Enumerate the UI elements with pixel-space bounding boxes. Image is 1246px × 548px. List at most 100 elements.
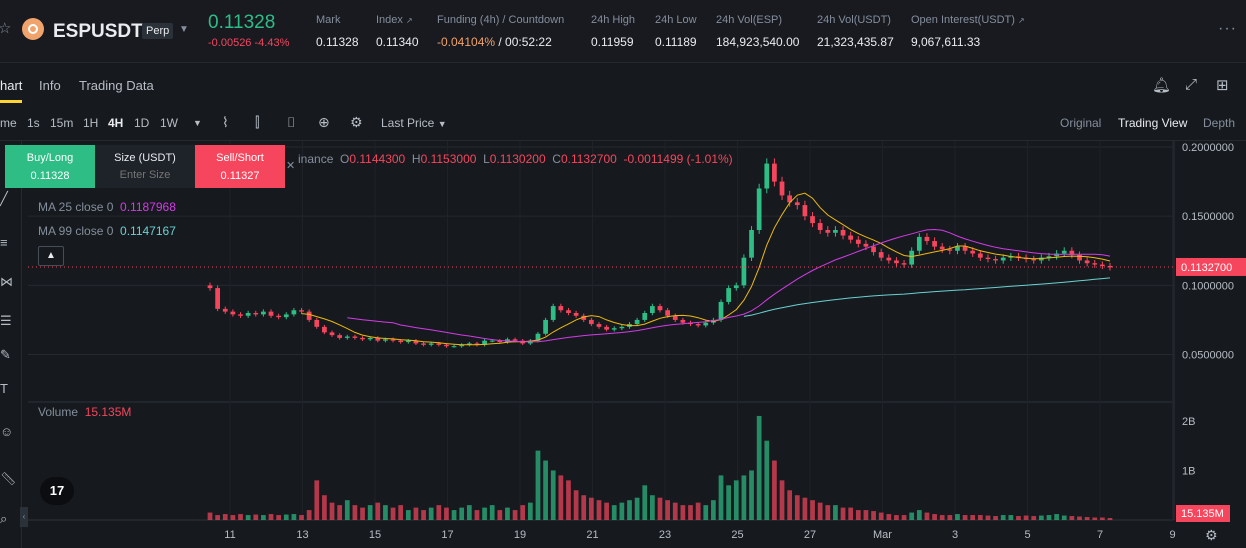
size-input[interactable] bbox=[103, 168, 187, 182]
interval-15m[interactable]: 15m bbox=[50, 116, 74, 130]
volume-bar bbox=[352, 505, 358, 520]
candle-body bbox=[619, 326, 625, 329]
alert-bell-icon[interactable]: 🔔︎ bbox=[1152, 77, 1172, 94]
stat-index[interactable]: Index ↗ 0.11340 bbox=[376, 14, 419, 49]
candle-body bbox=[215, 288, 220, 309]
chart-settings-icon[interactable]: ⚙ bbox=[1205, 527, 1218, 543]
ma99-value: 0.1147167 bbox=[120, 224, 176, 238]
stat-value: 21,323,435.87 bbox=[817, 35, 894, 49]
zoom-icon[interactable]: ⌕ bbox=[0, 511, 8, 526]
expand-icon[interactable]: ⤢ bbox=[1185, 76, 1198, 93]
view-depth[interactable]: Depth bbox=[1203, 116, 1236, 130]
tab-trading-data[interactable]: Trading Data bbox=[79, 78, 154, 93]
settings-gear-icon[interactable]: ⚙ bbox=[350, 114, 363, 130]
price-type-select[interactable]: Last Price ▼ bbox=[381, 116, 447, 130]
candle-type-icon[interactable]: ⫿ bbox=[255, 114, 260, 130]
volume-bar bbox=[810, 500, 815, 520]
volume-bar bbox=[871, 511, 876, 520]
interval-dropdown-icon[interactable]: ▼ bbox=[193, 118, 202, 128]
sell-short-button[interactable]: Sell/Short 0.11327 bbox=[195, 145, 285, 188]
volume-bar bbox=[505, 507, 510, 520]
stat-label: Index bbox=[376, 14, 403, 26]
external-link-icon[interactable]: ↗ bbox=[405, 16, 413, 25]
size-label: Size (USDT) bbox=[114, 152, 176, 164]
volume-bar bbox=[970, 515, 976, 520]
volume-bar bbox=[962, 515, 968, 520]
interval-1h[interactable]: 1H bbox=[83, 116, 99, 130]
text-tool-icon[interactable]: T bbox=[0, 381, 8, 396]
volume-bar bbox=[428, 507, 434, 520]
interval-4h[interactable]: 4H bbox=[108, 116, 124, 130]
candle-body bbox=[1031, 259, 1037, 261]
candle-body bbox=[337, 335, 343, 338]
add-indicator-icon[interactable]: ⊕ bbox=[318, 114, 330, 130]
quick-order-panel: Buy/Long 0.11328 Size (USDT) Sell/Short … bbox=[5, 145, 297, 188]
candle-body bbox=[825, 230, 831, 233]
layout-grid-icon[interactable]: ⊞ bbox=[1216, 77, 1229, 94]
volume-bar bbox=[894, 515, 899, 520]
tab-chart[interactable]: hart bbox=[0, 78, 23, 93]
candle-body bbox=[1100, 264, 1105, 266]
interval-1w[interactable]: 1W bbox=[160, 116, 178, 130]
candle-body bbox=[535, 333, 541, 341]
interval-1s[interactable]: 1s bbox=[27, 116, 40, 130]
candle-body bbox=[947, 249, 953, 251]
x-tick-label: 11 bbox=[224, 529, 235, 541]
candle-body bbox=[588, 319, 594, 325]
candle-body bbox=[909, 250, 915, 265]
candle-body bbox=[436, 343, 442, 345]
interval-1d[interactable]: 1D bbox=[134, 116, 150, 130]
price-chart[interactable]: 0.0500000 0.1000000 0.1500000 0.2000000 11 13… bbox=[0, 141, 1246, 548]
line-chart-icon[interactable]: ⌇ bbox=[222, 114, 229, 130]
market-header: ☆ ESPUSDT Perp ▼ 0.11328 -0.00526 -4.43%… bbox=[0, 0, 1246, 63]
coin-logo-icon bbox=[22, 18, 44, 40]
collapse-legend-button[interactable]: ▲ bbox=[38, 246, 64, 266]
candle-body bbox=[779, 181, 785, 196]
stat-value: 9,067,611.33 bbox=[911, 35, 981, 49]
buy-long-button[interactable]: Buy/Long 0.11328 bbox=[5, 145, 95, 188]
stat-open-interest[interactable]: Open Interest(USDT) ↗ 9,067,611.33 bbox=[911, 14, 1025, 49]
camera-icon[interactable]: ⌷ bbox=[287, 114, 296, 130]
volume-bar bbox=[527, 502, 533, 520]
candle-body bbox=[855, 239, 861, 244]
collapse-rail-icon[interactable]: ‹ bbox=[20, 507, 28, 527]
stat-label: 24h Low bbox=[655, 14, 697, 26]
last-volume-badge bbox=[1176, 505, 1230, 522]
close-icon[interactable]: ✕ bbox=[286, 160, 296, 172]
horizontal-lines-icon[interactable]: ≡ bbox=[0, 235, 8, 250]
trend-line-icon[interactable]: ╱ bbox=[0, 191, 8, 206]
volume-legend: Volume 15.135M bbox=[38, 405, 131, 419]
candle-body bbox=[322, 326, 327, 333]
emoji-icon[interactable]: ☺ bbox=[0, 424, 14, 439]
more-options-icon[interactable]: ··· bbox=[1218, 20, 1237, 37]
ma99-legend[interactable]: MA 99 close 0 0.1147167 bbox=[38, 224, 176, 238]
stat-value: 0.11340 bbox=[376, 35, 419, 49]
candle-body bbox=[810, 216, 815, 224]
external-link-icon[interactable]: ↗ bbox=[1017, 16, 1025, 25]
symbol-name[interactable]: ESPUSDT bbox=[53, 21, 143, 42]
chevron-down-icon[interactable]: ▼ bbox=[179, 24, 189, 35]
brush-icon[interactable]: ✎ bbox=[0, 347, 11, 362]
volume-bar bbox=[726, 485, 732, 520]
volume-bar bbox=[566, 480, 571, 520]
candle-body bbox=[764, 163, 770, 189]
pattern-icon[interactable]: ⋈ bbox=[0, 274, 13, 289]
ma25-value: 0.1187968 bbox=[120, 200, 176, 214]
volume-bar bbox=[543, 460, 548, 520]
chart-tabs: hart Info Trading Data 🔔︎ ⤢ ⊞ bbox=[0, 62, 1246, 106]
ruler-icon[interactable]: 📏︎ bbox=[0, 471, 17, 486]
candle-body bbox=[497, 340, 503, 343]
legend-close: 0.1132700 bbox=[560, 152, 617, 166]
ma25-legend[interactable]: MA 25 close 0 0.1187968 bbox=[38, 200, 176, 214]
star-icon[interactable]: ☆ bbox=[0, 20, 12, 37]
view-original[interactable]: Original bbox=[1060, 116, 1102, 130]
stat-value: 0.11189 bbox=[655, 35, 697, 49]
tab-info[interactable]: Info bbox=[39, 78, 61, 93]
view-trading-view[interactable]: Trading View bbox=[1118, 116, 1188, 130]
volume-bar bbox=[665, 500, 670, 520]
fib-icon[interactable]: ☰ bbox=[0, 313, 12, 328]
volume-bar bbox=[650, 495, 655, 520]
tradingview-logo[interactable]: 17 bbox=[40, 477, 74, 505]
volume-bar bbox=[314, 480, 320, 520]
legend-high-label: H bbox=[411, 152, 421, 166]
